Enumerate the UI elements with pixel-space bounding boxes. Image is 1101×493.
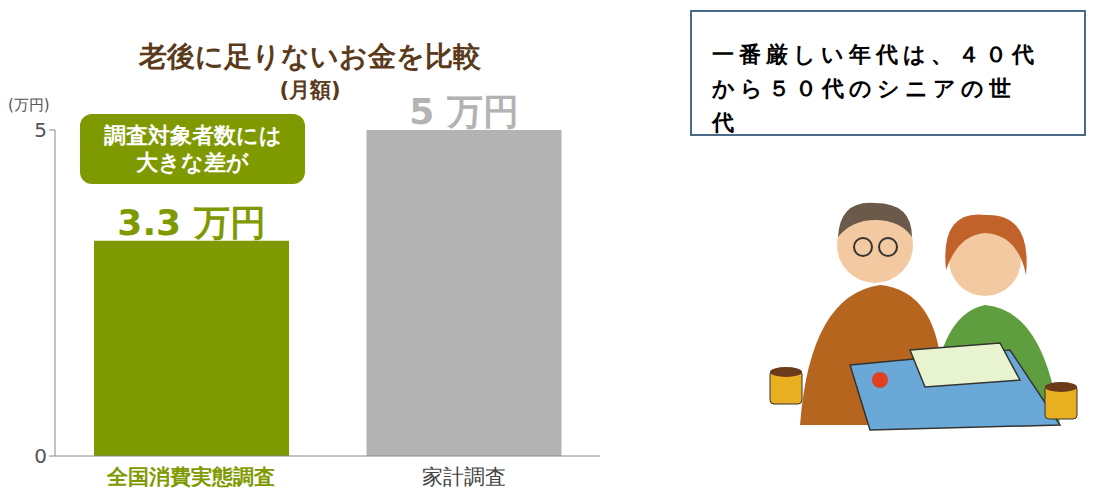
html-text:老後に足りないお金を比較: 老後に足りないお金を比較 (139, 40, 481, 73)
svg-text:5: 5 (34, 118, 47, 142)
html-text:(万円): (万円) (8, 96, 50, 114)
svg-text:3.3 万円: 3.3 万円 (117, 202, 265, 243)
html-text:一番厳しい年代は、４０代から５０代のシニアの世代: 一番厳しい年代は、４０代から５０代のシニアの世代 (712, 42, 1039, 135)
html-text:調査対象者数には大きな差が: 調査対象者数には大きな差が (103, 123, 282, 175)
svg-text:0: 0 (34, 444, 47, 468)
svg-text:全国消費実態調査: 全国消費実態調査 (106, 465, 275, 489)
svg-text:家計調査: 家計調査 (422, 465, 506, 489)
svg-text:5 万円: 5 万円 (409, 91, 519, 132)
html-text:(月額): (月額) (279, 78, 341, 102)
